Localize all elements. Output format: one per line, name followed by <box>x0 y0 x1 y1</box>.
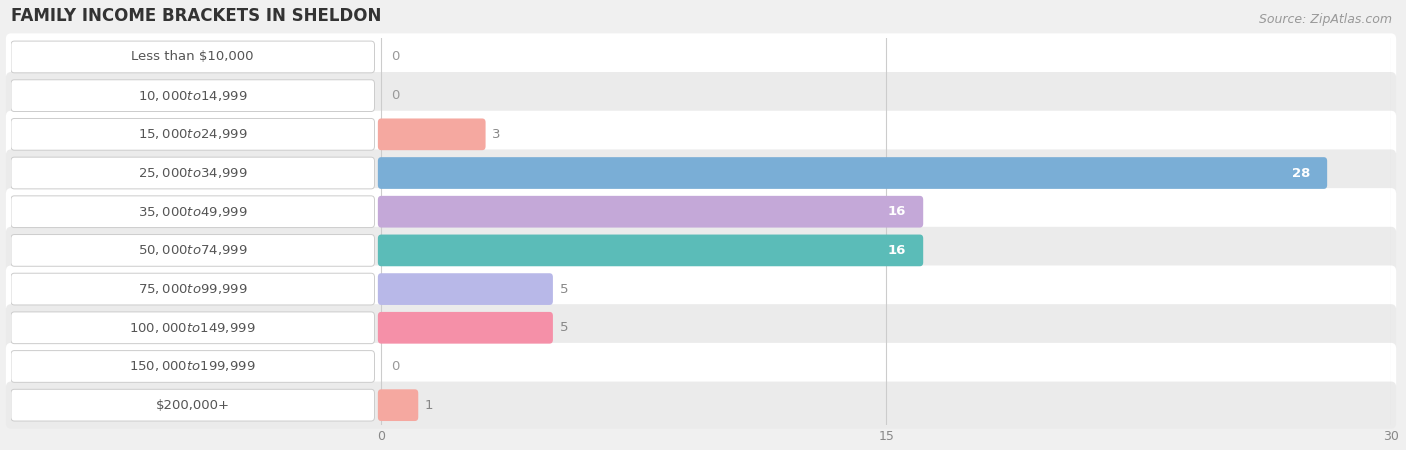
Text: $75,000 to $99,999: $75,000 to $99,999 <box>138 282 247 296</box>
FancyBboxPatch shape <box>11 118 374 150</box>
FancyBboxPatch shape <box>378 118 485 150</box>
FancyBboxPatch shape <box>11 273 374 305</box>
Text: $10,000 to $14,999: $10,000 to $14,999 <box>138 89 247 103</box>
FancyBboxPatch shape <box>11 234 374 266</box>
Text: $200,000+: $200,000+ <box>156 399 229 412</box>
Text: 0: 0 <box>391 50 399 63</box>
FancyBboxPatch shape <box>6 382 1396 429</box>
FancyBboxPatch shape <box>11 196 374 228</box>
FancyBboxPatch shape <box>6 343 1396 390</box>
Text: $25,000 to $34,999: $25,000 to $34,999 <box>138 166 247 180</box>
FancyBboxPatch shape <box>6 304 1396 351</box>
FancyBboxPatch shape <box>6 188 1396 235</box>
FancyBboxPatch shape <box>6 266 1396 313</box>
Text: 28: 28 <box>1292 166 1310 180</box>
FancyBboxPatch shape <box>378 273 553 305</box>
FancyBboxPatch shape <box>378 312 553 344</box>
Text: 3: 3 <box>492 128 501 141</box>
Text: $100,000 to $149,999: $100,000 to $149,999 <box>129 321 256 335</box>
FancyBboxPatch shape <box>378 157 1327 189</box>
FancyBboxPatch shape <box>11 41 374 73</box>
Text: 5: 5 <box>560 283 568 296</box>
Text: $35,000 to $49,999: $35,000 to $49,999 <box>138 205 247 219</box>
FancyBboxPatch shape <box>6 149 1396 197</box>
Text: 0: 0 <box>391 89 399 102</box>
FancyBboxPatch shape <box>11 389 374 421</box>
Text: Less than $10,000: Less than $10,000 <box>132 50 254 63</box>
Text: 1: 1 <box>425 399 433 412</box>
FancyBboxPatch shape <box>11 312 374 344</box>
Text: 0: 0 <box>391 360 399 373</box>
Text: $50,000 to $74,999: $50,000 to $74,999 <box>138 243 247 257</box>
Text: 16: 16 <box>889 244 907 257</box>
Text: $15,000 to $24,999: $15,000 to $24,999 <box>138 127 247 141</box>
FancyBboxPatch shape <box>6 227 1396 274</box>
Text: 5: 5 <box>560 321 568 334</box>
Text: 16: 16 <box>889 205 907 218</box>
FancyBboxPatch shape <box>11 157 374 189</box>
FancyBboxPatch shape <box>378 234 924 266</box>
FancyBboxPatch shape <box>11 80 374 112</box>
FancyBboxPatch shape <box>6 33 1396 81</box>
FancyBboxPatch shape <box>11 351 374 382</box>
FancyBboxPatch shape <box>6 111 1396 158</box>
Text: Source: ZipAtlas.com: Source: ZipAtlas.com <box>1258 14 1392 27</box>
FancyBboxPatch shape <box>6 72 1396 119</box>
FancyBboxPatch shape <box>378 389 418 421</box>
Text: FAMILY INCOME BRACKETS IN SHELDON: FAMILY INCOME BRACKETS IN SHELDON <box>11 7 381 25</box>
FancyBboxPatch shape <box>378 196 924 228</box>
Text: $150,000 to $199,999: $150,000 to $199,999 <box>129 360 256 374</box>
